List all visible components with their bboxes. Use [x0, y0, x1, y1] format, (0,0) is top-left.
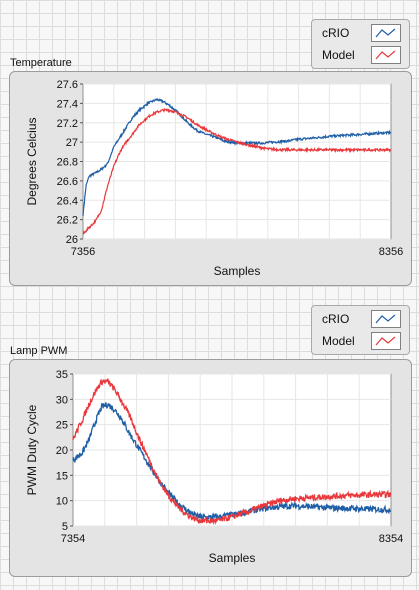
- y-tick-label: 26: [66, 234, 78, 246]
- y-tick-label: 5: [62, 521, 68, 533]
- legend-item-model: Model: [312, 331, 409, 353]
- y-tick-label: 27.2: [57, 118, 78, 130]
- legend-item-crio: cRIO: [312, 23, 409, 45]
- legend-item-model: Model: [312, 45, 409, 67]
- series-line-crio: [72, 402, 392, 522]
- x-tick-label: 8356: [379, 246, 403, 258]
- y-tick-label: 26.4: [57, 195, 78, 207]
- x-tick-label: 8354: [379, 533, 403, 545]
- y-tick-label: 26.8: [57, 157, 78, 169]
- graph-title-temperature: Temperature: [10, 57, 72, 69]
- x-axis-title: Samples: [209, 551, 256, 565]
- series-line-model: [72, 378, 392, 526]
- x-tick-label: 7356: [71, 246, 95, 258]
- y-tick-label: 35: [56, 369, 68, 381]
- legend-item-crio: cRIO: [312, 309, 409, 331]
- lamp-pwm-chart-svg[interactable]: 5 10 15 20 25 30 35 7354 8354 Samples PWM Duty Cyc…: [10, 360, 413, 578]
- temperature-chart-svg[interactable]: 26 26.2 26.4 26.6 26.8 27 27.2 27.4 27.6 7356 8356…: [10, 72, 413, 287]
- series-line-model: [82, 107, 392, 235]
- legend-label-model: Model: [322, 334, 355, 348]
- legend-label-crio: cRIO: [322, 312, 350, 326]
- y-axis-title: Degrees Celcius: [25, 117, 39, 205]
- y-tick-label: 27.4: [57, 98, 78, 110]
- legend-swatch-crio[interactable]: [371, 24, 401, 42]
- y-tick-label: 30: [56, 394, 68, 406]
- lamp-pwm-graph: 5 10 15 20 25 30 35 7354 8354 Samples PWM Duty Cyc…: [9, 359, 412, 577]
- legend-lamp-pwm: cRIO Model: [311, 305, 410, 355]
- legend-swatch-model[interactable]: [371, 46, 401, 64]
- legend-swatch-model[interactable]: [371, 332, 401, 350]
- y-tick-label: 26.2: [57, 215, 78, 227]
- temperature-graph: 26 26.2 26.4 26.6 26.8 27 27.2 27.4 27.6 7356 8356…: [9, 71, 412, 286]
- legend-swatch-crio[interactable]: [371, 310, 401, 328]
- y-tick-label: 20: [56, 445, 68, 457]
- x-axis-title: Samples: [214, 264, 261, 278]
- legend-label-crio: cRIO: [322, 26, 350, 40]
- y-tick-label: 25: [56, 420, 68, 432]
- y-tick-label: 27: [66, 137, 78, 149]
- series-line-crio: [82, 97, 392, 216]
- y-tick-label: 10: [56, 496, 68, 508]
- x-tick-label: 7354: [61, 533, 85, 545]
- graph-title-lamp-pwm: Lamp PWM: [10, 345, 68, 357]
- y-axis-title: PWM Duty Cycle: [25, 404, 39, 495]
- legend-temperature: cRIO Model: [311, 19, 410, 69]
- legend-label-model: Model: [322, 48, 355, 62]
- y-tick-label: 27.6: [57, 79, 78, 91]
- y-tick-label: 26.6: [57, 176, 78, 188]
- y-tick-label: 15: [56, 470, 68, 482]
